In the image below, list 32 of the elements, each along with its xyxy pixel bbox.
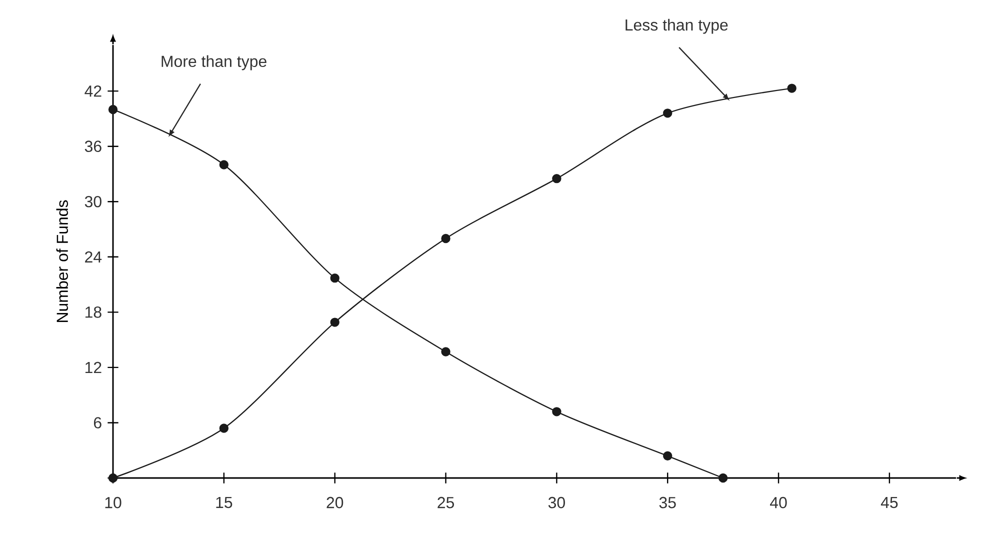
y-tick-label: 18 — [85, 306, 102, 318]
point — [330, 273, 340, 283]
point — [441, 234, 450, 244]
point — [219, 160, 229, 170]
y-axis-title: Number of Funds — [56, 200, 68, 322]
x-tick-label: 25 — [438, 496, 454, 508]
y-tick-label: 6 — [94, 417, 102, 428]
x-tick-label: 10 — [105, 496, 122, 508]
y-tick-label: 36 — [84, 140, 102, 152]
text: More than type — [162, 55, 266, 70]
point — [718, 473, 728, 483]
point — [108, 473, 118, 483]
y-tick-label: 42 — [84, 85, 102, 97]
point — [663, 451, 672, 460]
point — [219, 424, 229, 433]
x-tick-label: 35 — [659, 496, 676, 508]
x-tick-label: 20 — [326, 496, 344, 508]
point — [441, 347, 450, 356]
point — [663, 108, 672, 118]
x-tick-label: 15 — [216, 496, 232, 508]
point — [787, 84, 796, 93]
point — [330, 318, 340, 327]
x-tick-label: 40 — [770, 496, 787, 508]
x-tick-label: 45 — [880, 496, 898, 508]
y-tick-label: 30 — [84, 196, 102, 208]
point — [552, 174, 562, 184]
text: Less than type — [626, 18, 728, 34]
x-tick-label: 30 — [548, 496, 565, 508]
y-tick-label: 12 — [85, 362, 102, 374]
point — [108, 104, 118, 114]
point — [552, 407, 562, 416]
y-tick-label: 24 — [85, 251, 102, 262]
